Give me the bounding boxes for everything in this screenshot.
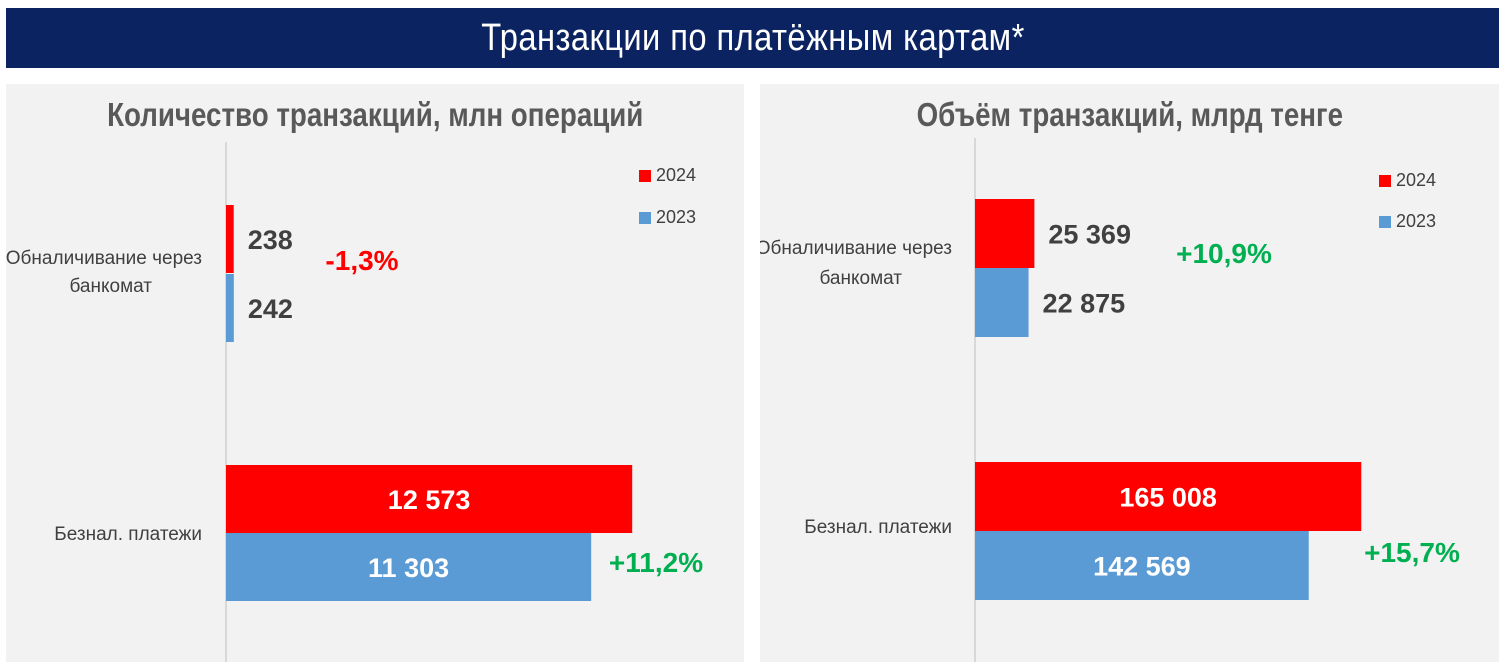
bar-2024 (226, 205, 234, 273)
category-label: Безнал. платежи (804, 517, 952, 538)
legend-swatch-2024 (639, 170, 651, 182)
bar-2023 (975, 268, 1029, 337)
bar-2024 (226, 465, 633, 533)
value-label-2023: 11 303 (368, 553, 449, 583)
bar-2023 (226, 533, 592, 601)
change-label: +10,9% (1176, 238, 1272, 269)
category-label: Обналичивание через банкомат (6, 248, 202, 297)
page-banner: Транзакции по платёжным картам* (6, 8, 1499, 68)
chart-panel-count: Количество транзакций, млн операций Обна… (6, 84, 744, 662)
legend-label-2024: 2024 (656, 165, 696, 185)
bar-2024 (975, 462, 1362, 531)
change-label: +15,7% (1364, 537, 1460, 568)
legend-label-2023: 2023 (656, 207, 696, 227)
category-label: Обналичивание через банкомат (760, 238, 952, 289)
value-label-2023: 142 569 (1093, 552, 1191, 582)
chart-volume: Обналичивание через банкомат 25 369 22 875 +… (760, 138, 1460, 662)
chart-count: Обналичивание через банкомат 238 242 -1,3% Бе… (6, 142, 703, 662)
value-label-2023: 242 (248, 294, 293, 324)
legend-swatch-2024 (1379, 175, 1391, 187)
legend-label-2024: 2024 (1396, 170, 1436, 190)
value-label-2024: 12 573 (388, 485, 471, 515)
value-label-2023: 22 875 (1043, 289, 1126, 319)
change-label: +11,2% (609, 547, 703, 578)
bar-2024 (975, 199, 1035, 268)
value-label-2024: 25 369 (1048, 220, 1131, 250)
chart-title-wrap: Объём транзакций, млрд тенге (760, 90, 1499, 140)
bar-2023 (226, 274, 234, 342)
chart-title-volume: Объём транзакций, млрд тенге (916, 96, 1343, 133)
legend-swatch-2023 (1379, 216, 1391, 228)
category-label: Безнал. платежи (54, 524, 202, 545)
value-label-2024: 165 008 (1119, 483, 1217, 513)
chart-title-count: Количество транзакций, млн операций (106, 96, 644, 133)
bar-2023 (975, 531, 1309, 600)
chart-title-wrap: Количество транзакций, млн операций (6, 90, 744, 140)
change-label: -1,3% (325, 245, 398, 276)
legend-swatch-2023 (639, 212, 651, 224)
value-label-2024: 238 (248, 225, 293, 255)
chart-panel-volume: Объём транзакций, млрд тенге Обналичиван… (760, 84, 1499, 662)
legend-label-2023: 2023 (1396, 211, 1436, 231)
page-title: Транзакции по платёжным картам* (480, 16, 1025, 59)
